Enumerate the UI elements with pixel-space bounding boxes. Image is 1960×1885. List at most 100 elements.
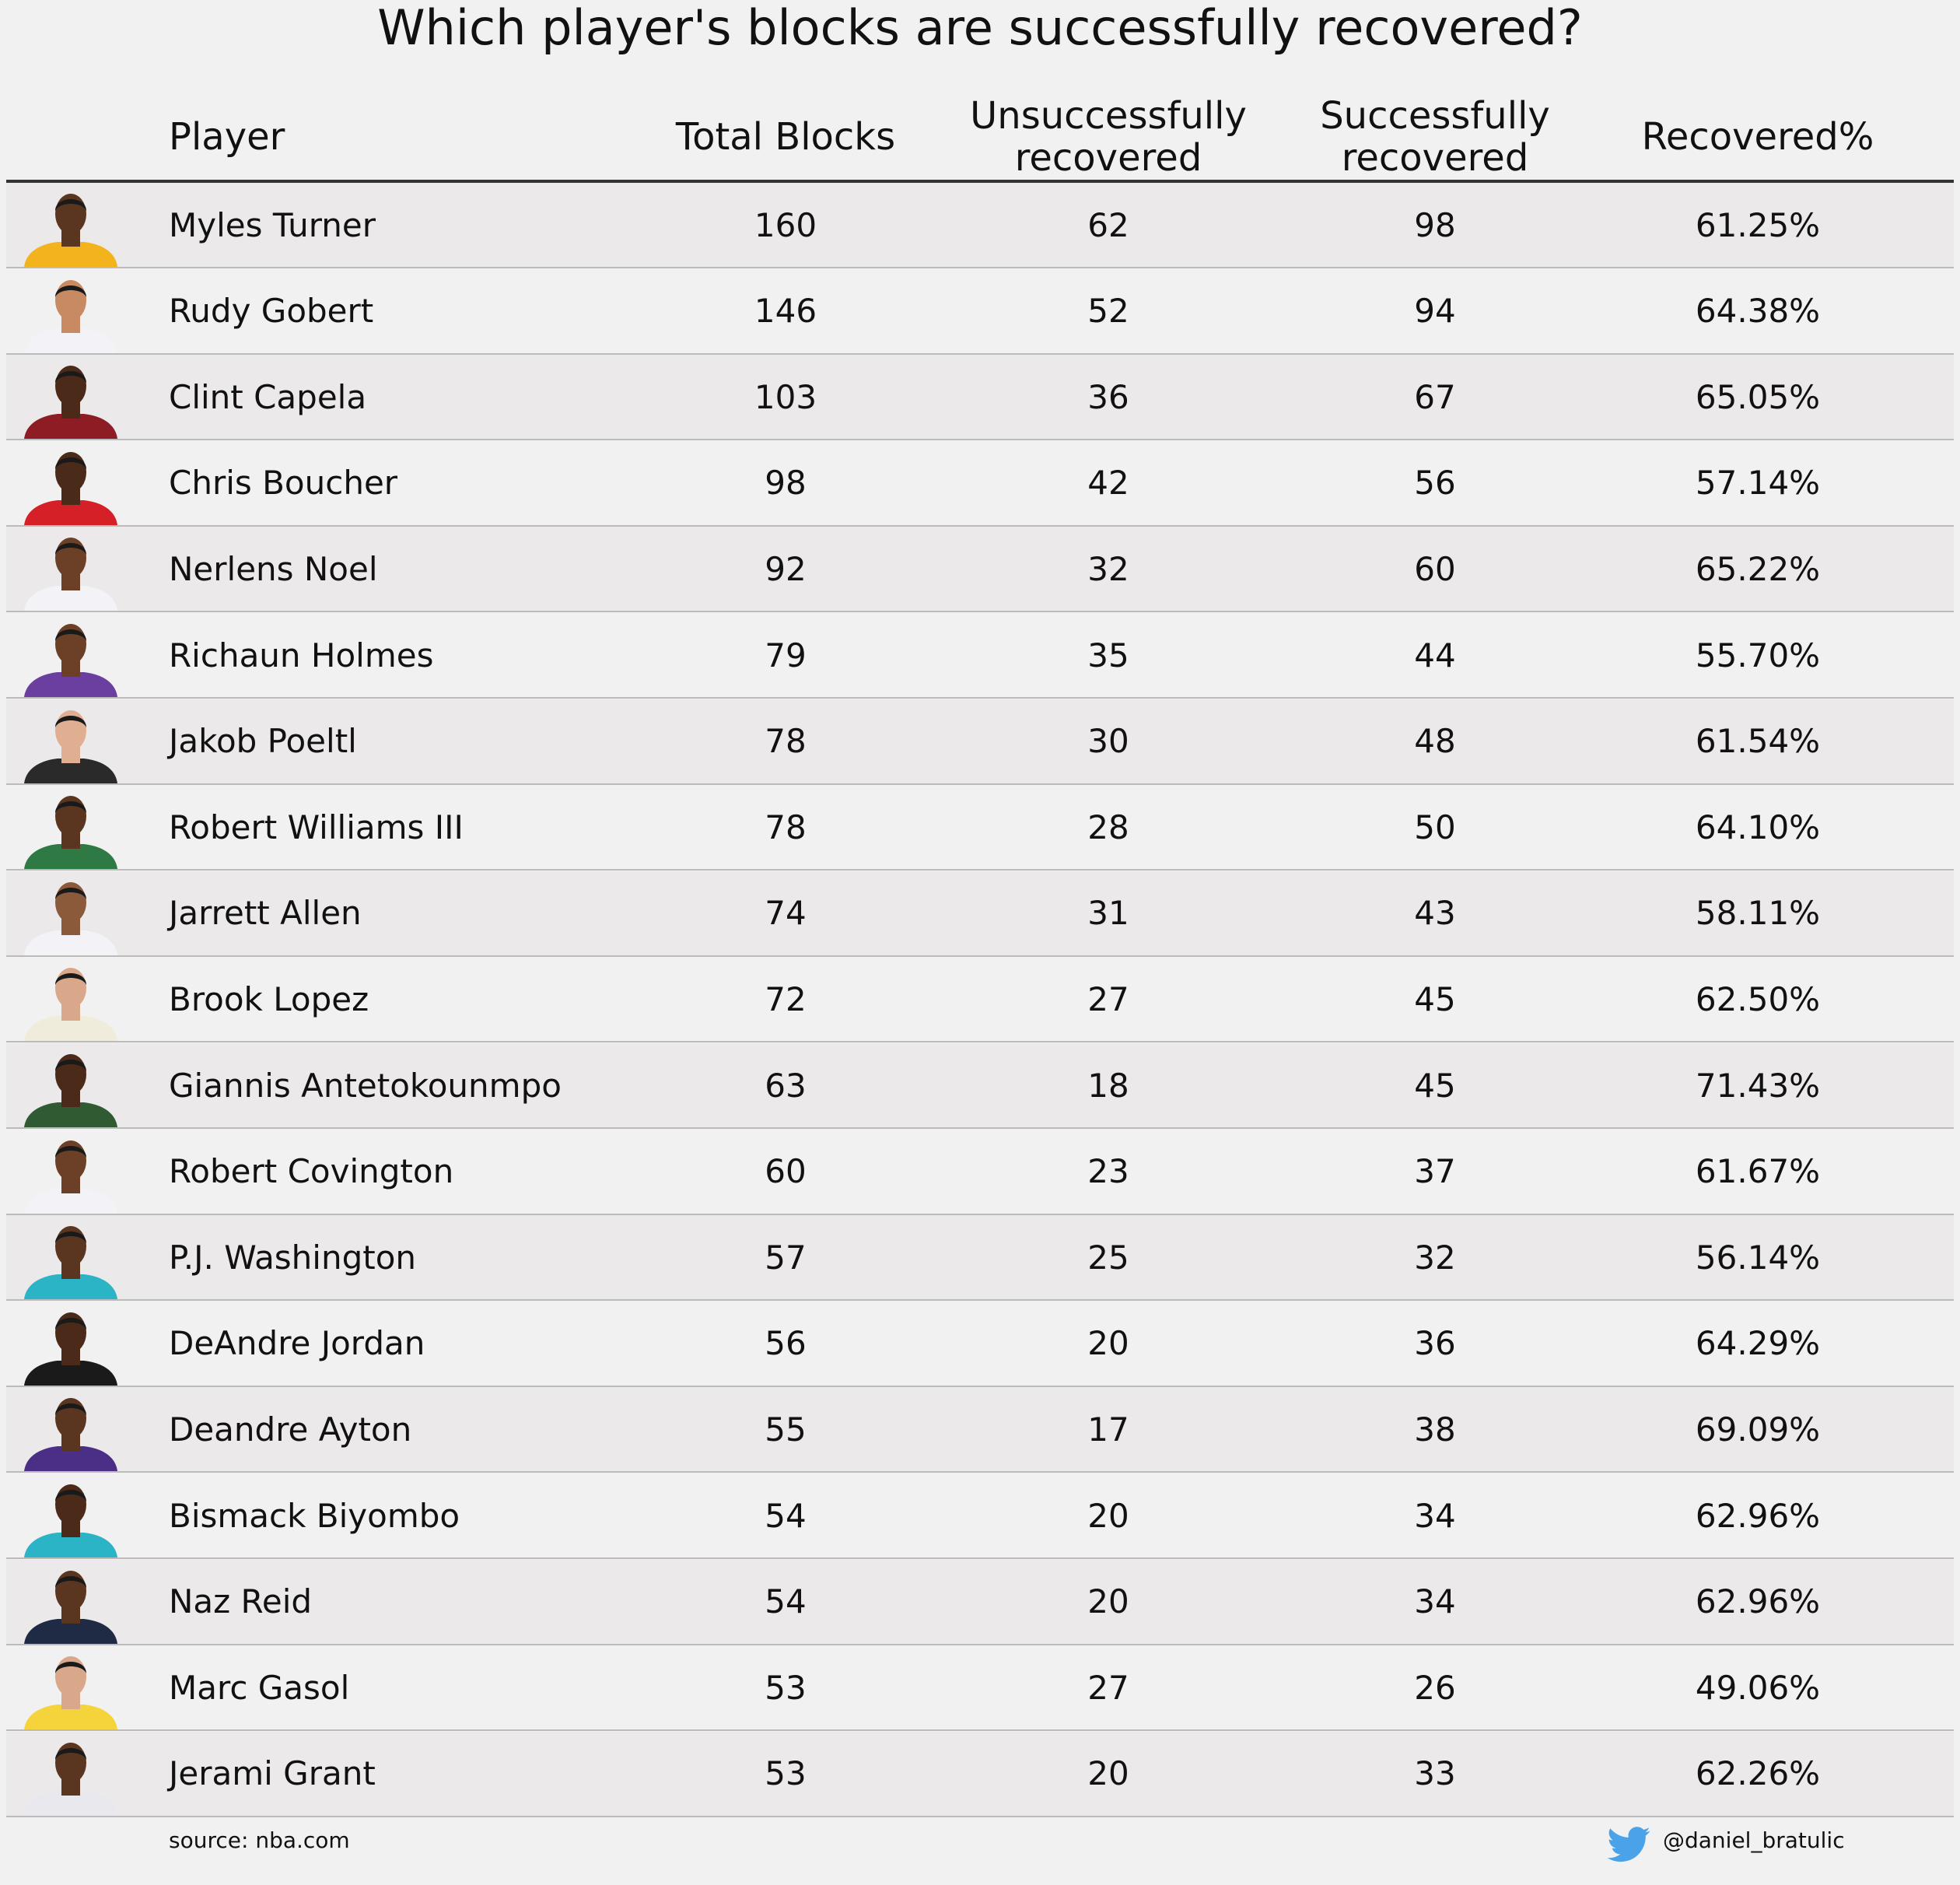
player-headshot-icon bbox=[24, 538, 117, 611]
cell-total-blocks: 160 bbox=[754, 205, 817, 244]
player-headshot-icon bbox=[24, 624, 117, 697]
column-header-total-blocks: Total Blocks bbox=[675, 114, 896, 159]
table-row: Robert Covington 60 23 37 61.67% bbox=[6, 1130, 1954, 1215]
cell-successful: 56 bbox=[1414, 464, 1456, 503]
cell-recovered-pct: 49.06% bbox=[1695, 1668, 1821, 1707]
cell-total-blocks: 146 bbox=[754, 292, 817, 331]
cell-player: Jerami Grant bbox=[169, 1754, 376, 1793]
cell-player: Rudy Gobert bbox=[169, 292, 374, 331]
cell-total-blocks: 53 bbox=[765, 1668, 807, 1707]
source-note: source: nba.com bbox=[169, 1827, 350, 1853]
cell-unsuccessful: 20 bbox=[1087, 1582, 1129, 1621]
table-row: P.J. Washington 57 25 32 56.14% bbox=[6, 1215, 1954, 1302]
player-headshot-icon bbox=[24, 796, 117, 870]
table-row: Marc Gasol 53 27 26 49.06% bbox=[6, 1645, 1954, 1732]
player-headshot-icon bbox=[24, 1484, 117, 1557]
player-headshot-icon bbox=[24, 194, 117, 267]
cell-player: Naz Reid bbox=[169, 1582, 313, 1621]
player-headshot-icon bbox=[24, 710, 117, 783]
cell-player: Nerlens Noel bbox=[169, 549, 378, 588]
cell-total-blocks: 74 bbox=[765, 894, 807, 933]
table-row: Chris Boucher 98 42 56 57.14% bbox=[6, 441, 1954, 527]
twitter-bird-icon bbox=[1607, 1827, 1650, 1862]
cell-successful: 50 bbox=[1414, 808, 1456, 846]
cell-successful: 34 bbox=[1414, 1582, 1456, 1621]
cell-total-blocks: 53 bbox=[765, 1754, 807, 1793]
table-row: Robert Williams III 78 28 50 64.10% bbox=[6, 785, 1954, 871]
cell-unsuccessful: 25 bbox=[1087, 1238, 1129, 1277]
cell-unsuccessful: 20 bbox=[1087, 1324, 1129, 1363]
cell-successful: 67 bbox=[1414, 377, 1456, 416]
cell-total-blocks: 78 bbox=[765, 722, 807, 761]
cell-player: Chris Boucher bbox=[169, 464, 398, 503]
cell-unsuccessful: 36 bbox=[1087, 377, 1129, 416]
cell-total-blocks: 57 bbox=[765, 1238, 807, 1277]
cell-total-blocks: 78 bbox=[765, 808, 807, 846]
column-header-recovered-pct: Recovered% bbox=[1641, 114, 1874, 159]
cell-successful: 44 bbox=[1414, 636, 1456, 674]
cell-unsuccessful: 42 bbox=[1087, 464, 1129, 503]
player-headshot-icon bbox=[24, 1656, 117, 1730]
cell-player: Myles Turner bbox=[169, 205, 376, 244]
table-row: Brook Lopez 72 27 45 62.50% bbox=[6, 957, 1954, 1043]
cell-successful: 98 bbox=[1414, 205, 1456, 244]
player-headshot-icon bbox=[24, 1570, 117, 1644]
cell-player: DeAndre Jordan bbox=[169, 1324, 425, 1363]
cell-total-blocks: 98 bbox=[765, 464, 807, 503]
cell-successful: 94 bbox=[1414, 292, 1456, 331]
cell-player: Clint Capela bbox=[169, 377, 367, 416]
chart-title: Which player's blocks are successfully r… bbox=[377, 0, 1583, 56]
cell-unsuccessful: 27 bbox=[1087, 1668, 1129, 1707]
cell-total-blocks: 56 bbox=[765, 1324, 807, 1363]
cell-player: Jarrett Allen bbox=[169, 894, 362, 933]
cell-unsuccessful: 27 bbox=[1087, 979, 1129, 1018]
cell-successful: 60 bbox=[1414, 549, 1456, 588]
player-headshot-icon bbox=[24, 1226, 117, 1300]
cell-total-blocks: 54 bbox=[765, 1496, 807, 1535]
cell-unsuccessful: 31 bbox=[1087, 894, 1129, 933]
cell-total-blocks: 72 bbox=[765, 979, 807, 1018]
cell-recovered-pct: 61.25% bbox=[1695, 205, 1821, 244]
cell-player: Bismack Biyombo bbox=[169, 1496, 460, 1535]
cell-successful: 43 bbox=[1414, 894, 1456, 933]
cell-successful: 34 bbox=[1414, 1496, 1456, 1535]
cell-unsuccessful: 20 bbox=[1087, 1496, 1129, 1535]
cell-successful: 48 bbox=[1414, 722, 1456, 761]
cell-successful: 38 bbox=[1414, 1410, 1456, 1449]
cell-total-blocks: 63 bbox=[765, 1066, 807, 1105]
cell-unsuccessful: 18 bbox=[1087, 1066, 1129, 1105]
cell-player: Jakob Poeltl bbox=[169, 722, 357, 761]
player-headshot-icon bbox=[24, 968, 117, 1042]
cell-player: Brook Lopez bbox=[169, 979, 369, 1018]
cell-recovered-pct: 61.54% bbox=[1695, 722, 1821, 761]
cell-unsuccessful: 32 bbox=[1087, 549, 1129, 588]
table-row: Deandre Ayton 55 17 38 69.09% bbox=[6, 1387, 1954, 1473]
cell-recovered-pct: 65.22% bbox=[1695, 549, 1821, 588]
cell-recovered-pct: 62.50% bbox=[1695, 979, 1821, 1018]
table-row: Rudy Gobert 146 52 94 64.38% bbox=[6, 269, 1954, 355]
cell-total-blocks: 54 bbox=[765, 1582, 807, 1621]
cell-unsuccessful: 23 bbox=[1087, 1152, 1129, 1191]
player-headshot-icon bbox=[24, 1312, 117, 1386]
cell-total-blocks: 103 bbox=[754, 377, 817, 416]
cell-total-blocks: 60 bbox=[765, 1152, 807, 1191]
table-row: Bismack Biyombo 54 20 34 62.96% bbox=[6, 1473, 1954, 1559]
cell-player: Robert Covington bbox=[169, 1152, 454, 1191]
player-headshot-icon bbox=[24, 366, 117, 440]
cell-unsuccessful: 30 bbox=[1087, 722, 1129, 761]
player-headshot-icon bbox=[24, 1054, 117, 1127]
cell-recovered-pct: 58.11% bbox=[1695, 894, 1821, 933]
cell-successful: 32 bbox=[1414, 1238, 1456, 1277]
cell-recovered-pct: 64.29% bbox=[1695, 1324, 1821, 1363]
table-row: Nerlens Noel 92 32 60 65.22% bbox=[6, 527, 1954, 613]
table-row: Naz Reid 54 20 34 62.96% bbox=[6, 1559, 1954, 1645]
cell-unsuccessful: 35 bbox=[1087, 636, 1129, 674]
column-header-successful: Successfully recovered bbox=[1320, 93, 1550, 180]
cell-successful: 45 bbox=[1414, 979, 1456, 1018]
cell-recovered-pct: 56.14% bbox=[1695, 1238, 1821, 1277]
cell-recovered-pct: 57.14% bbox=[1695, 464, 1821, 503]
cell-recovered-pct: 62.26% bbox=[1695, 1754, 1821, 1793]
cell-unsuccessful: 62 bbox=[1087, 205, 1129, 244]
table-row: Richaun Holmes 79 35 44 55.70% bbox=[6, 613, 1954, 699]
cell-total-blocks: 92 bbox=[765, 549, 807, 588]
